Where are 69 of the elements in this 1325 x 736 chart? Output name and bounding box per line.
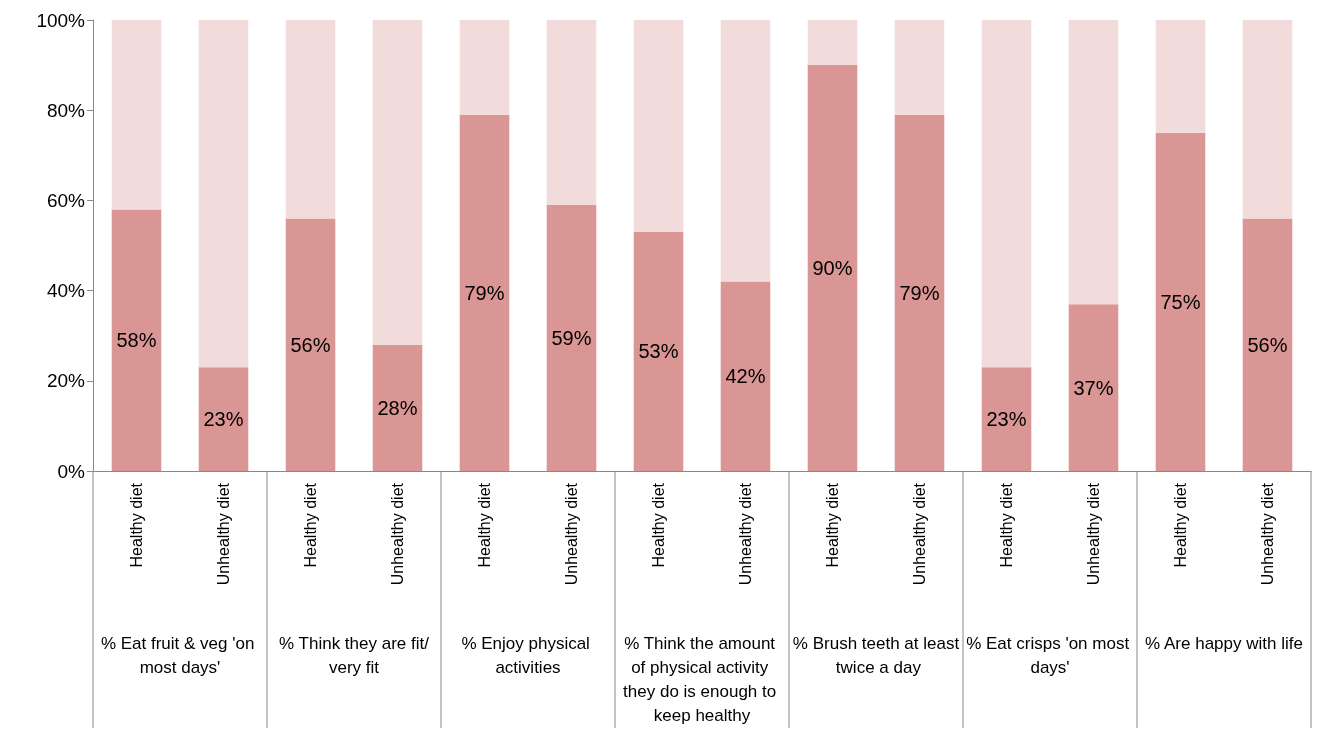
x-tick-label: Healthy diet [650, 482, 667, 568]
data-label: 90% [812, 257, 853, 280]
bar [372, 344, 423, 471]
bar [981, 20, 1032, 368]
bar [459, 20, 510, 115]
bar [1242, 20, 1293, 219]
bar [111, 209, 162, 471]
x-tick-label: Unhealthy diet [563, 482, 580, 586]
bar [111, 20, 162, 210]
bar [198, 367, 249, 471]
data-label: 53% [638, 340, 679, 363]
data-label: 58% [116, 329, 157, 352]
bar [894, 20, 945, 115]
bar [1068, 304, 1119, 471]
y-tick-label: 20% [46, 370, 86, 392]
y-tick-label: 100% [36, 9, 86, 31]
x-tick-label: Healthy diet [824, 482, 841, 568]
bar [1155, 20, 1206, 133]
data-label: 56% [290, 333, 331, 356]
text: % Enjoy physical activities [461, 633, 595, 677]
data-label: 79% [464, 281, 505, 304]
text: % Think the amount of physical activity they do is enough to keep healthy [623, 633, 781, 725]
data-label: 23% [203, 408, 244, 431]
data-label: 59% [551, 326, 592, 349]
x-tick-label: Unhealthy diet [215, 482, 232, 586]
bar [807, 20, 858, 66]
data-label: 28% [377, 396, 418, 419]
x-tick-label: Unhealthy diet [1085, 482, 1102, 586]
bar [807, 65, 858, 471]
x-tick-label: Healthy diet [998, 482, 1015, 568]
data-label: 75% [1160, 290, 1201, 313]
y-tick-label: 80% [46, 99, 86, 121]
bar [633, 231, 684, 471]
data-label: 56% [1247, 333, 1288, 356]
bar [285, 20, 336, 219]
text: % Eat crisps 'on most days' [966, 633, 1134, 677]
bar [198, 20, 249, 368]
text: % Are happy with life [1145, 633, 1303, 653]
text: % Think they are fit/very fit [279, 633, 430, 677]
bar [546, 20, 597, 205]
data-label: 37% [1073, 376, 1114, 399]
bar [546, 204, 597, 471]
bar [633, 20, 684, 232]
x-tick-label: Unhealthy diet [389, 482, 406, 586]
bar [981, 367, 1032, 471]
bar [285, 218, 336, 471]
bar [1242, 218, 1293, 471]
x-tick-label: Healthy diet [1172, 482, 1189, 568]
bar [894, 114, 945, 471]
bar [720, 20, 771, 282]
x-tick-label: Unhealthy diet [911, 482, 928, 586]
x-tick-label: Healthy diet [128, 482, 145, 568]
y-tick-label: 0% [57, 460, 86, 482]
data-label: 23% [986, 408, 1027, 431]
bar [720, 281, 771, 471]
x-tick-label: Healthy diet [476, 482, 493, 568]
x-tick-label: Unhealthy diet [737, 482, 754, 586]
bar [1155, 132, 1206, 471]
data-label: 79% [899, 281, 940, 304]
bar [1068, 20, 1119, 305]
y-tick-label: 60% [46, 189, 86, 211]
text: % Eat fruit & veg 'on most days' [100, 633, 260, 677]
x-tick-label: Healthy diet [302, 482, 319, 568]
data-label: 42% [725, 365, 766, 388]
x-tick-label: Unhealthy diet [1259, 482, 1276, 586]
bar [372, 20, 423, 345]
bar [459, 114, 510, 471]
y-tick-label: 40% [46, 280, 86, 302]
text: % Brush teeth at least twice a day [792, 633, 960, 677]
